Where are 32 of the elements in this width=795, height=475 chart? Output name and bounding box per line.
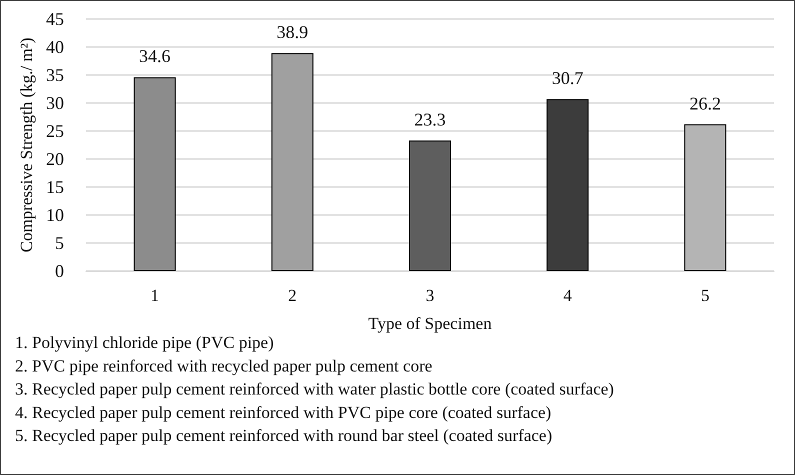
data-label: 34.6 [139,46,171,66]
bar [271,53,314,271]
text: 2. PVC pipe reinforced with recycled paper pulp cement core [15,356,432,376]
bar [546,99,589,271]
y-tick-label: 5 [55,233,64,253]
y-tick-label: 20 [46,149,64,169]
y-tick-label: 40 [46,37,64,57]
bar [684,124,726,271]
bar [409,140,451,271]
text: 5. Recycled paper pulp cement reinforced with round bar steel (coated surface) [15,426,552,446]
y-tick-label: 30 [46,93,64,113]
y-axis-title: Compressive Strength (kg./ m²) [17,38,36,252]
data-label: 26.2 [689,93,721,114]
data-label: 38.9 [276,22,308,42]
text: 1. Polyvinyl chloride pipe (PVC pipe) [15,333,274,352]
data-label: 30.7 [552,68,584,88]
x-axis-title: Type of Specimen [368,314,492,333]
y-tick-label: 25 [46,121,64,141]
y-tick-label: 15 [46,177,64,197]
y-tick-label: 0 [55,261,64,281]
x-tick-label: 3 [426,286,434,305]
x-tick-label: 1 [150,286,160,305]
y-tick-label: 45 [46,9,64,29]
bar [134,77,176,271]
x-tick-label: 5 [700,286,710,305]
y-tick-label: 35 [46,65,64,85]
data-label: 23.3 [414,110,446,130]
y-tick-label: 10 [46,205,64,225]
text: 4. Recycled paper pulp cement reinforced with PVC pipe core (coated surface) [15,402,552,422]
x-tick-label: 4 [563,286,572,305]
text: 3. Recycled paper pulp cement reinforced with water plastic bottle core (coated surface) [15,380,614,399]
x-tick-label: 2 [288,286,297,305]
